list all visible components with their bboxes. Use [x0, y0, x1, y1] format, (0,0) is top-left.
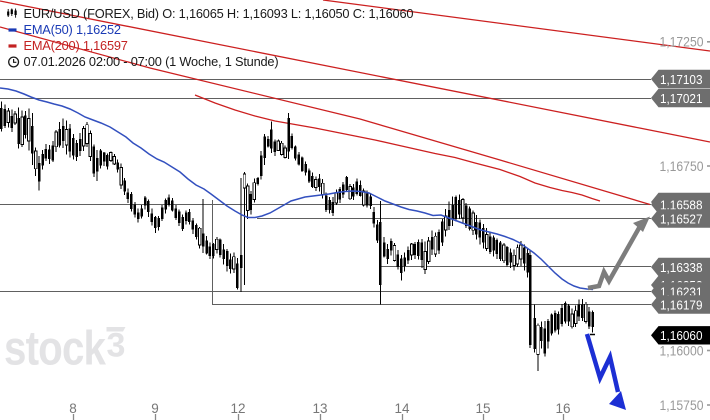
svg-text:16: 16: [555, 401, 570, 416]
svg-text:EMA(200) 1,16597: EMA(200) 1,16597: [24, 38, 128, 53]
svg-text:12: 12: [230, 401, 245, 416]
svg-text:1,16179: 1,16179: [660, 297, 703, 312]
svg-text:1,17250: 1,17250: [660, 35, 704, 50]
svg-text:1,15750: 1,15750: [660, 398, 704, 413]
svg-text:9: 9: [151, 401, 159, 416]
svg-text:1,16000: 1,16000: [660, 343, 704, 358]
svg-text:stock: stock: [4, 322, 106, 375]
svg-text:13: 13: [312, 401, 327, 416]
svg-text:14: 14: [394, 401, 410, 416]
svg-text:8: 8: [69, 401, 77, 416]
svg-text:1,16588: 1,16588: [660, 197, 703, 212]
svg-text:1,16527: 1,16527: [660, 211, 703, 226]
svg-text:EMA(50) 1,16252: EMA(50) 1,16252: [24, 22, 121, 37]
svg-text:15: 15: [475, 401, 490, 416]
svg-text:1,16338: 1,16338: [660, 260, 703, 275]
svg-text:1,16750: 1,16750: [660, 159, 704, 174]
svg-text:3: 3: [107, 326, 126, 364]
svg-text:1,17021: 1,17021: [660, 91, 703, 106]
svg-text:07.01.2026 02:00 - 07:00 (1: 07.01.2026 02:00 - 07:00 (1 Woche, 1 Stu…: [24, 54, 279, 69]
svg-text:1,17103: 1,17103: [660, 72, 703, 87]
svg-text:EUR/USD (FOREX, Bid) O: 1,160: EUR/USD (FOREX, Bid) O: 1,16065 H: 1,160…: [24, 6, 414, 21]
svg-text:1,16060: 1,16060: [660, 328, 703, 343]
